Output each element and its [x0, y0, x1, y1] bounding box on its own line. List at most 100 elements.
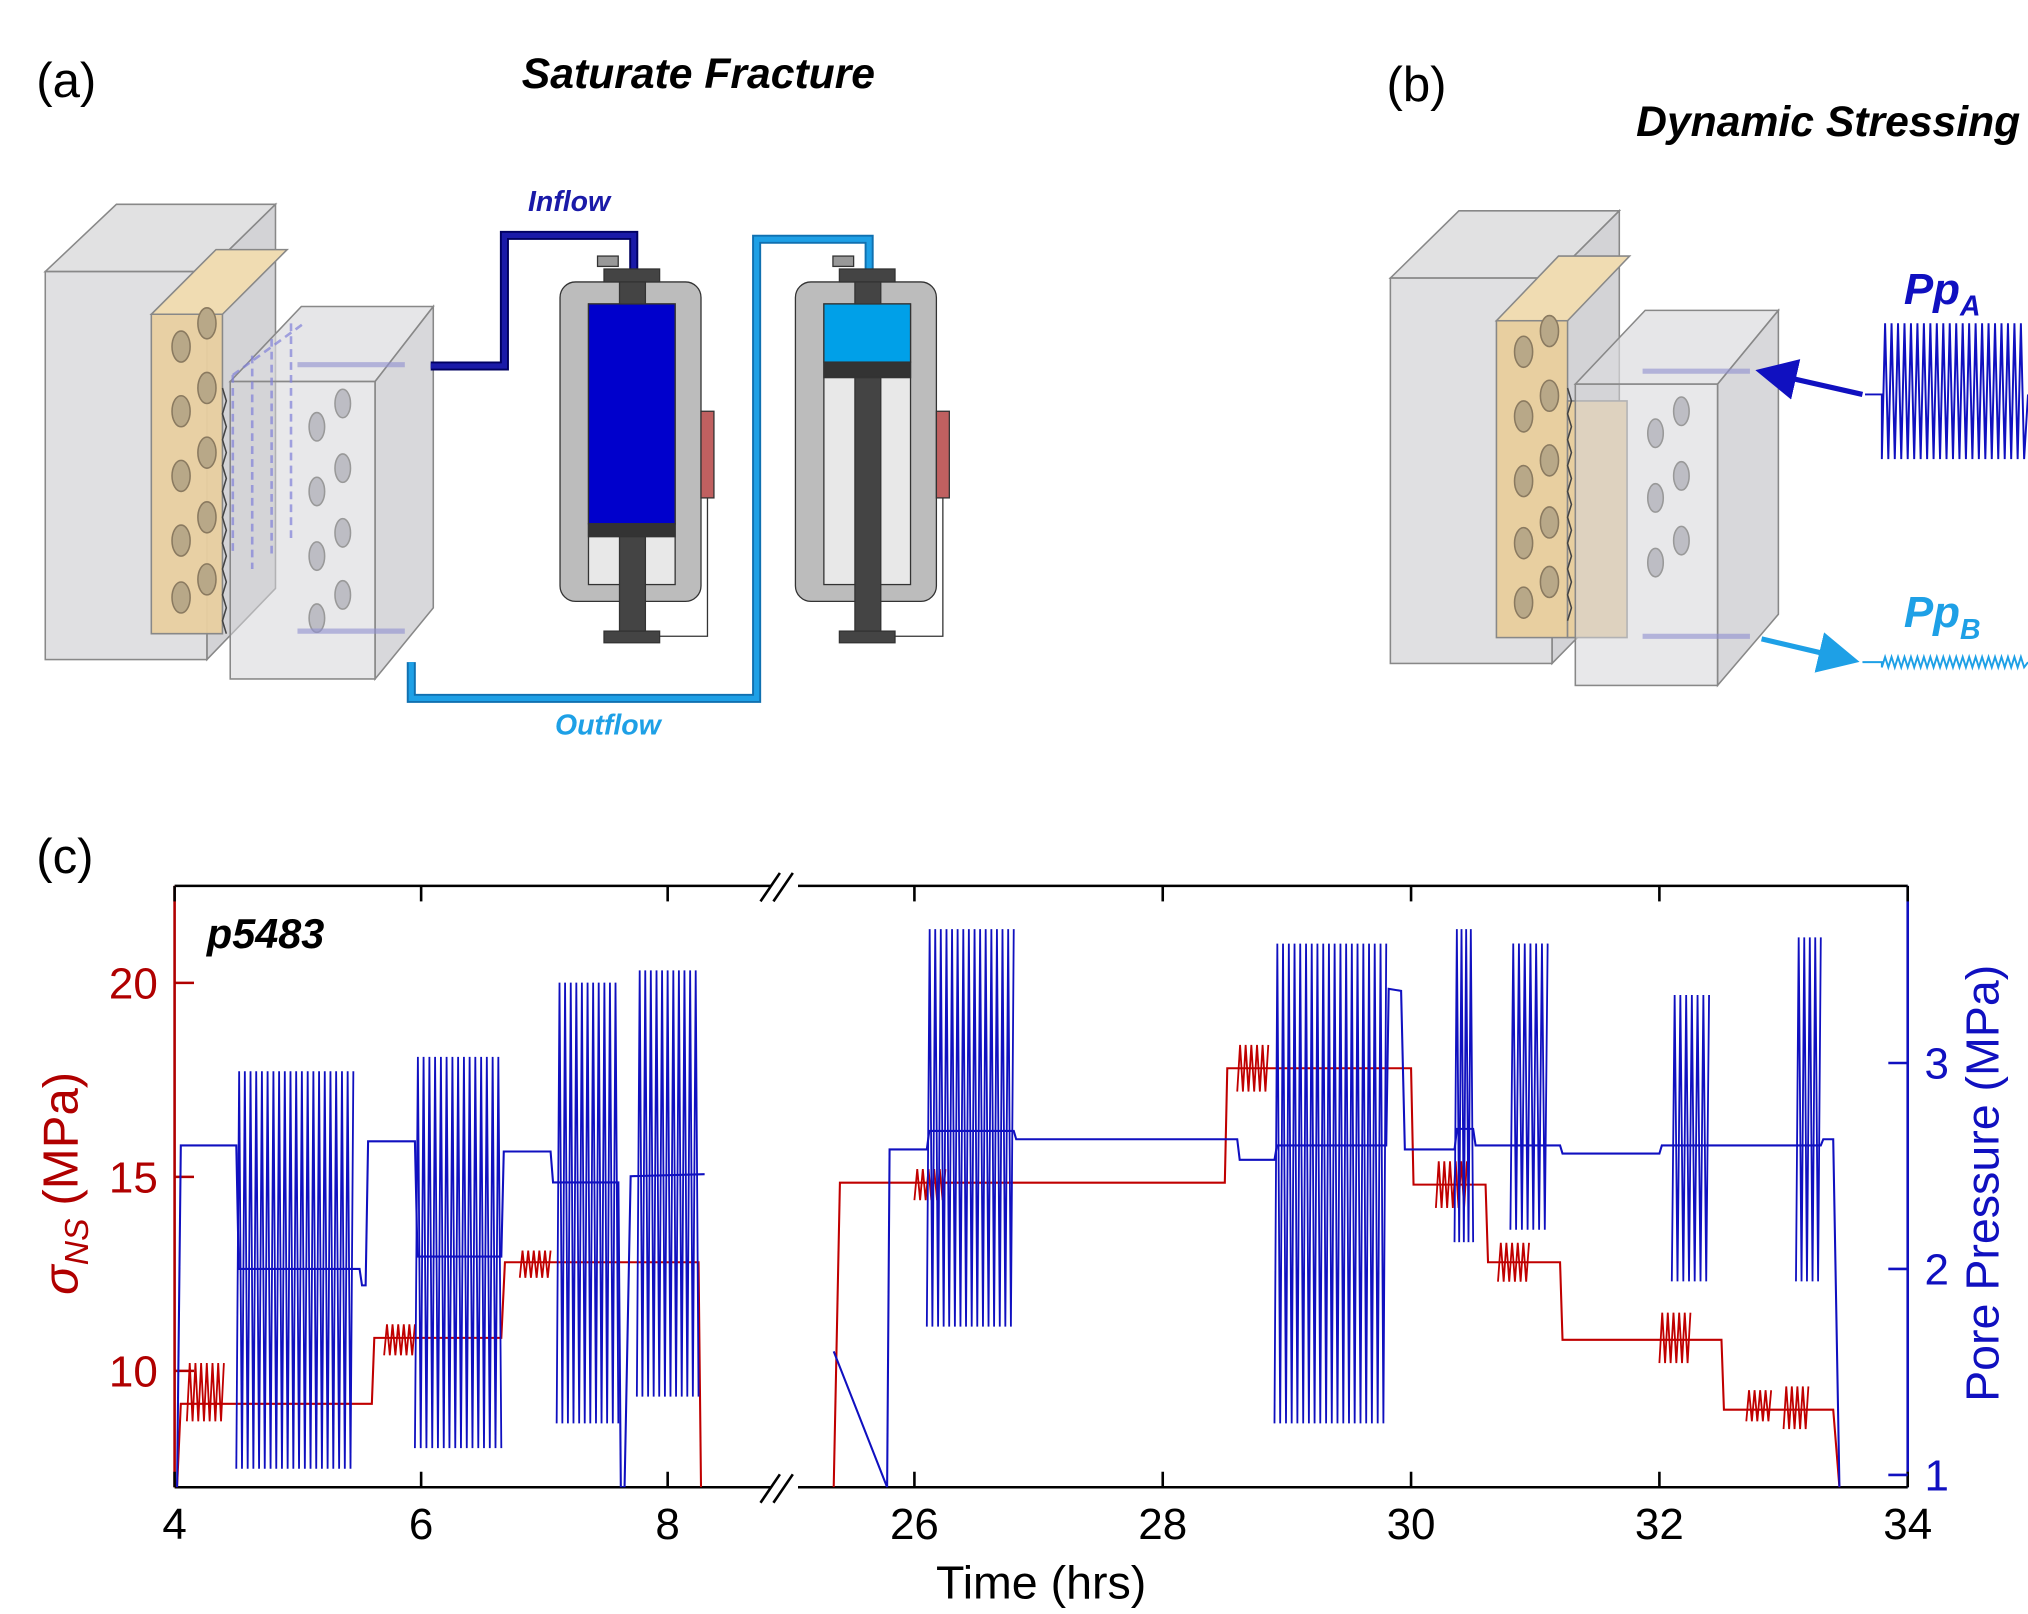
sample-block — [1388, 208, 1781, 688]
oscillation-burst — [383, 1324, 416, 1356]
sample-block-part-part — [334, 517, 352, 548]
sample-block-part-part — [308, 541, 326, 572]
sample-block-part-part — [1672, 460, 1690, 491]
sample-block-part — [1513, 314, 1560, 619]
sample-block-part-part — [197, 436, 217, 469]
pore-pressure-wave — [1865, 323, 2028, 460]
sample-block-part-part — [197, 371, 217, 405]
pump-outflow-part — [854, 376, 882, 632]
panel-label: (c) — [36, 830, 93, 884]
pump-outflow-part — [823, 361, 912, 379]
y2-tick-label: 2 — [1925, 1245, 1949, 1294]
inflow-label: Inflow — [528, 186, 612, 218]
oscillation-burst — [925, 929, 1015, 1327]
pump-inflow-part — [659, 497, 709, 637]
sample-block-part-part — [308, 603, 326, 634]
panel-label: (b) — [1386, 58, 1446, 112]
pump-outflow-part — [854, 281, 882, 305]
sample-block — [43, 202, 435, 682]
pump-inflow-part — [596, 255, 619, 268]
oscillation-burst — [1795, 937, 1822, 1282]
series-line — [832, 987, 1841, 1488]
outflow-label: Outflow — [555, 710, 663, 742]
y2-tick-label: 3 — [1925, 1040, 1949, 1089]
pp-subscript: B — [1960, 614, 1981, 646]
x-axis-label: Time (hrs) — [936, 1556, 1146, 1608]
sample-block-part-part — [1513, 464, 1534, 498]
outflow-arrow — [1760, 632, 1860, 673]
sample-block-part-part — [171, 330, 191, 363]
oscillation-burst — [414, 1056, 503, 1449]
panel-title: Dynamic Stressing — [1636, 98, 2020, 146]
pp-b-label: PpB — [1904, 588, 1981, 646]
pump-outflow-part — [838, 630, 896, 644]
x-tick-label: 34 — [1883, 1500, 1932, 1549]
sample-block-part — [1566, 387, 1573, 621]
y-tick-label: 15 — [109, 1153, 158, 1202]
sample-block-part-part — [171, 459, 191, 493]
y-label-symbol: σ — [35, 1263, 89, 1295]
sample-block-part-part — [197, 501, 217, 534]
series-line — [176, 1140, 705, 1488]
x-tick-label: 26 — [890, 1500, 939, 1549]
sample-annotation: p5483 — [206, 911, 324, 957]
y-axis-label: σNS (MPa) — [35, 1072, 96, 1295]
oscillation-burst — [635, 970, 700, 1397]
sample-block-part-part — [334, 579, 352, 610]
pp-subscript: A — [1959, 291, 1981, 323]
sample-block-part-part — [1513, 526, 1534, 560]
oscillation-burst — [185, 1363, 225, 1422]
oscillation-burst — [1782, 1386, 1810, 1430]
axis-break-part — [772, 1473, 794, 1504]
sample-block-part-part — [1646, 547, 1665, 578]
panel-label: (a) — [36, 54, 96, 108]
y-tick-label: 20 — [109, 959, 158, 1008]
sample-block-part-part — [1539, 314, 1560, 348]
pp-a-label: PpA — [1904, 265, 1981, 323]
pump-inflow-part — [618, 536, 647, 632]
x-tick-label: 32 — [1635, 1500, 1684, 1549]
sample-block-part-part — [1672, 525, 1690, 556]
oscillation-burst — [1509, 943, 1549, 1230]
y2-axis-label: Pore Pressure (MPa) — [1956, 965, 2008, 1402]
pump-inflow-part — [587, 303, 676, 525]
x-tick-label: 30 — [1387, 1500, 1436, 1549]
sample-block-part-part — [334, 388, 352, 419]
x-tick-label: 28 — [1138, 1500, 1187, 1549]
panel-c: (c) p5483 Time (hrs) σNS (MPa) Pore Press… — [35, 830, 2009, 1609]
sample-block-part-part — [1539, 379, 1560, 413]
sample-block-part — [231, 322, 305, 570]
pore-pressure-wave — [1862, 653, 2028, 671]
pp-text: Pp — [1904, 588, 1960, 637]
sample-block-part-part — [1539, 506, 1560, 539]
oscillation-burst — [555, 982, 620, 1424]
panel-title: Saturate Fracture — [522, 50, 875, 98]
sample-block-part — [171, 307, 217, 614]
pump-outflow-part — [838, 268, 896, 283]
oscillation-burst — [518, 1250, 552, 1278]
panel-a: (a) Saturate Fracture Inflow Outflow — [36, 50, 950, 742]
outflow-pipe-core — [408, 236, 872, 701]
series-line — [832, 1067, 1841, 1488]
pump-outflow-part — [832, 255, 855, 268]
y-label-unit: (MPa) — [35, 1072, 89, 1206]
sample-block-part-part — [231, 322, 305, 570]
sample-block-part-part — [1513, 400, 1534, 433]
pump-inflow — [559, 255, 715, 644]
sample-block-part-part — [171, 524, 191, 557]
y-label-subscript: NS — [59, 1218, 96, 1265]
pump-inflow-part — [587, 523, 676, 538]
sample-block-part-part — [334, 453, 352, 484]
pump-outflow-part — [823, 303, 912, 363]
oscillation-burst — [913, 1169, 947, 1201]
inflow-pipe-core — [430, 232, 637, 369]
series-segment — [832, 1044, 1841, 1488]
x-tick-label: 4 — [162, 1500, 186, 1549]
sample-block-part-part — [1539, 444, 1560, 477]
sample-block-part-part — [1672, 396, 1690, 427]
oscillation-burst — [1745, 1390, 1773, 1422]
panel-b: (b) Dynamic Stressing PpA PpB — [1386, 58, 2028, 688]
sample-block-part-part — [1513, 586, 1534, 619]
sample-block-part-part — [197, 563, 217, 596]
